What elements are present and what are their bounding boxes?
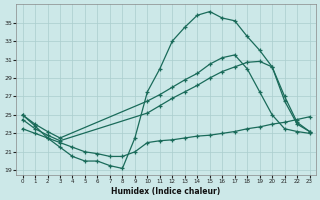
X-axis label: Humidex (Indice chaleur): Humidex (Indice chaleur) — [111, 187, 221, 196]
